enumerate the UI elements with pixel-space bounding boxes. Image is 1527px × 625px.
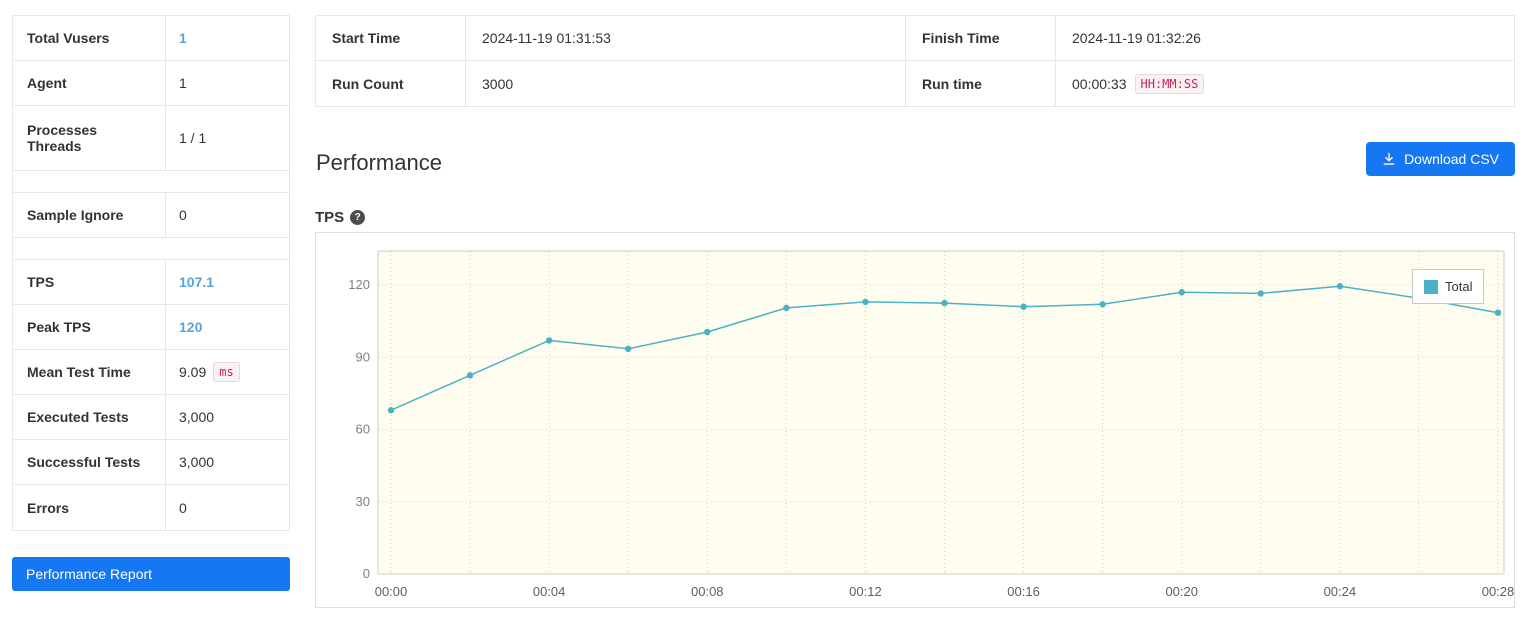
sample-ignore-value: 0 (179, 207, 187, 223)
legend-swatch-total (1424, 279, 1438, 294)
errors-value: 0 (179, 499, 187, 516)
svg-text:00:20: 00:20 (1165, 584, 1198, 599)
errors-label: Errors (13, 485, 166, 530)
svg-text:00:00: 00:00 (375, 584, 408, 599)
start-time-label: Start Time (316, 16, 466, 61)
stat-row-sample-ignore: Sample Ignore 0 (13, 193, 289, 238)
stat-row-peak-tps: Peak TPS 120 (13, 305, 289, 350)
total-vusers-label: Total Vusers (13, 16, 166, 60)
agent-value: 1 (179, 75, 187, 91)
svg-text:00:12: 00:12 (849, 584, 882, 599)
svg-text:90: 90 (356, 349, 370, 364)
finish-time-label: Finish Time (906, 16, 1056, 61)
summary-spacer (13, 238, 289, 260)
legend-label-total: Total (1445, 279, 1473, 294)
processes-threads-value: 1 / 1 (179, 130, 207, 146)
run-time-label: Run time (906, 61, 1056, 106)
summary-table: Total Vusers 1 Agent 1 Processes Threads… (12, 15, 290, 531)
download-icon (1382, 152, 1396, 166)
performance-report-button[interactable]: Performance Report (12, 557, 290, 591)
svg-text:00:24: 00:24 (1324, 584, 1357, 599)
sample-ignore-label: Sample Ignore (13, 193, 166, 237)
tps-value: 107.1 (179, 274, 215, 290)
finish-time-value: 2024-11-19 01:32:26 (1056, 16, 1514, 61)
svg-text:00:28: 00:28 (1482, 584, 1514, 599)
svg-text:30: 30 (356, 494, 370, 509)
run-time-format-badge: HH:MM:SS (1134, 73, 1205, 94)
tps-chart: 00:00 00:04 00:08 00:12 00:16 00:20 00:24 00:28… (348, 250, 1514, 599)
peak-tps-value: 120 (179, 319, 203, 335)
performance-heading: Performance (316, 150, 442, 175)
help-icon[interactable]: ? (350, 210, 366, 225)
agent-label: Agent (13, 61, 166, 105)
stat-row-total-vusers: Total Vusers 1 (13, 16, 289, 61)
svg-text:60: 60 (356, 422, 370, 437)
test-info-table: Start Time 2024-11-19 01:31:53 Finish Ti… (315, 15, 1515, 107)
tps-chart-title: TPS ? (315, 209, 366, 226)
summary-panel: Total Vusers 1 Agent 1 Processes Threads… (12, 15, 290, 591)
threads-label-line: Threads (27, 138, 82, 154)
total-vusers-value: 1 (179, 30, 187, 46)
svg-text:00:04: 00:04 (533, 584, 566, 599)
mean-test-time-number: 9.09 (179, 364, 207, 380)
successful-tests-label: Successful Tests (13, 440, 166, 484)
peak-tps-label: Peak TPS (13, 305, 166, 349)
start-time-value: 2024-11-19 01:31:53 (466, 16, 906, 61)
svg-text:00:08: 00:08 (691, 584, 724, 599)
processes-threads-label: Processes Threads (13, 106, 166, 170)
svg-text:0: 0 (363, 566, 370, 581)
stat-row-mean-test-time: Mean Test Time 9.09 ms (13, 350, 289, 395)
svg-text:00:16: 00:16 (1007, 584, 1040, 599)
stat-row-executed-tests: Executed Tests 3,000 (13, 395, 289, 440)
stat-row-tps: TPS 107.1 (13, 260, 289, 305)
chart-legend: Total (1412, 269, 1485, 304)
stat-row-successful-tests: Successful Tests 3,000 (13, 440, 289, 485)
svg-text:120: 120 (348, 277, 370, 292)
executed-tests-value: 3,000 (179, 409, 215, 425)
run-count-value: 3000 (466, 61, 906, 106)
run-time-number: 00:00:33 (1072, 75, 1127, 92)
download-csv-button[interactable]: Download CSV (1366, 142, 1515, 176)
summary-spacer (13, 171, 289, 193)
successful-tests-value: 3,000 (179, 454, 215, 470)
tps-label: TPS (13, 260, 166, 304)
processes-label-line: Processes (27, 122, 98, 138)
tps-chart-container: 00:00 00:04 00:08 00:12 00:16 00:20 00:24 00:28… (315, 232, 1515, 608)
mean-test-time-value: 9.09 ms (166, 350, 289, 394)
run-time-value: 00:00:33 HH:MM:SS (1056, 61, 1514, 106)
stat-row-errors: Errors 0 (13, 485, 289, 530)
download-csv-label: Download CSV (1404, 151, 1499, 167)
stat-row-agent: Agent 1 (13, 61, 289, 106)
stat-row-processes-threads: Processes Threads 1 / 1 (13, 106, 289, 171)
ms-unit-badge: ms (213, 362, 240, 382)
tps-title-text: TPS (315, 209, 345, 226)
run-count-label: Run Count (316, 61, 466, 106)
executed-tests-label: Executed Tests (13, 395, 166, 439)
mean-test-time-label: Mean Test Time (13, 350, 166, 394)
